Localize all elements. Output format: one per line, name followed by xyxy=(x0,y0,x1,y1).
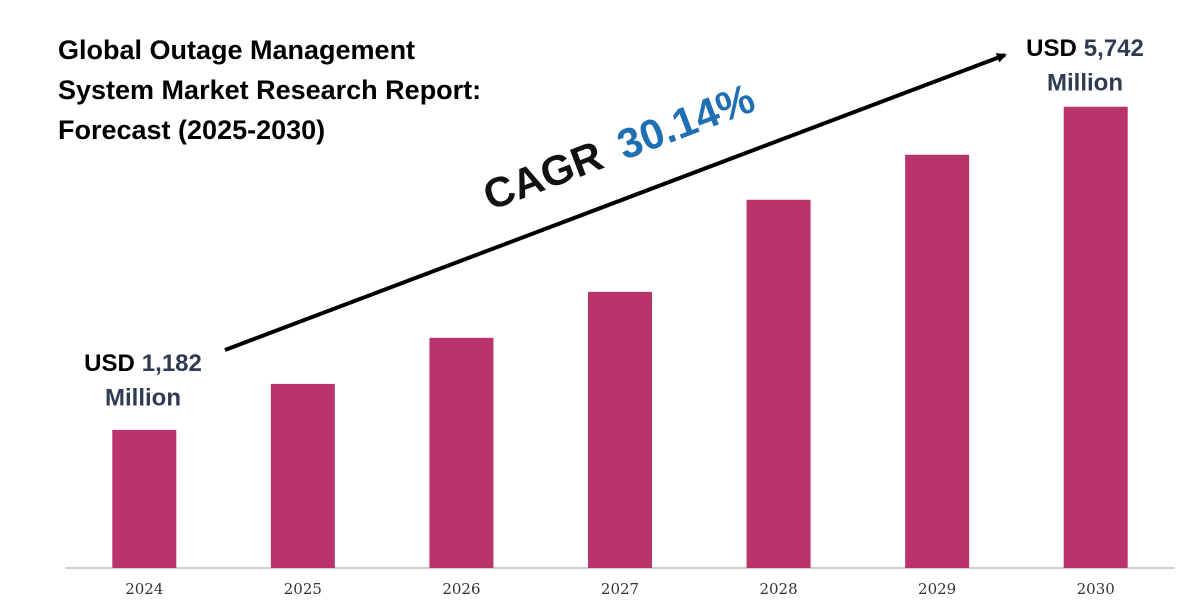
bar xyxy=(1063,106,1128,569)
unit-prefix: USD xyxy=(1026,35,1077,62)
unit-suffix: Million xyxy=(105,384,181,411)
bar xyxy=(112,429,177,568)
bar xyxy=(746,199,811,569)
chart-title: Forecast (2025-2030) xyxy=(58,115,325,145)
value-number: 5,742 xyxy=(1084,35,1144,62)
bar xyxy=(905,154,970,568)
x-tick-label: 2029 xyxy=(918,580,956,598)
bar xyxy=(429,337,494,568)
cagr-annotation: CAGR 30.14% xyxy=(477,74,761,219)
growth-arrow xyxy=(224,53,1007,352)
unit-suffix: Million xyxy=(1047,69,1123,96)
value-number: 1,182 xyxy=(142,350,202,377)
x-tick-label: 2026 xyxy=(442,580,480,598)
chart-title: System Market Research Report: xyxy=(58,75,481,105)
x-tick-label: 2025 xyxy=(284,580,322,598)
unit-prefix: USD xyxy=(84,350,135,377)
x-tick-label: 2028 xyxy=(759,580,797,598)
bar xyxy=(588,291,652,568)
bar xyxy=(270,383,335,568)
x-tick-label: 2024 xyxy=(125,580,163,598)
x-tick-label: 2030 xyxy=(1077,580,1115,598)
cagr-label: CAGR xyxy=(477,132,609,220)
chart-title: Global Outage Management xyxy=(58,35,415,65)
x-tick-label: 2027 xyxy=(601,580,639,598)
value-label: USD 1,182 xyxy=(84,350,202,377)
value-label: USD 5,742 xyxy=(1026,35,1144,62)
